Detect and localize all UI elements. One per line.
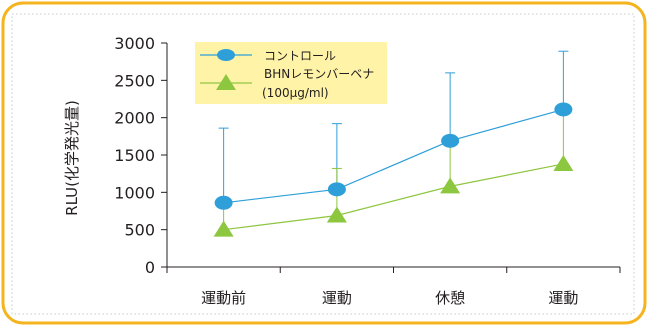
y-tick-label: 0	[145, 258, 155, 277]
legend-label-lemon-concentration: (100μg/ml)	[262, 86, 329, 100]
y-tick-label: 2000	[114, 109, 155, 128]
series-line	[223, 108, 564, 204]
legend-marker-lemon	[216, 74, 236, 90]
legend-marker-control	[217, 49, 235, 61]
x-tick-label: 運動前	[201, 289, 246, 307]
data-point	[327, 182, 346, 197]
y-tick-label: 3000	[114, 34, 155, 53]
y-tick-label: 500	[124, 221, 155, 240]
legend: コントロール BHNレモンバーベナ (100μg/ml)	[195, 42, 387, 104]
legend-label-control: コントロール	[264, 49, 336, 63]
data-point	[214, 195, 233, 210]
series-line	[223, 163, 564, 231]
y-tick-label: 2500	[114, 71, 155, 90]
data-point	[554, 102, 573, 117]
legend-label-lemon: BHNレモンバーベナ	[264, 67, 374, 81]
axes: 0 500 1000 1500 2000 2500 3000 運動前 運動 休憩 運動	[114, 34, 621, 307]
data-point	[553, 154, 574, 171]
chart-marks	[213, 50, 574, 237]
y-axis-title: RLU(化学発光量)	[63, 100, 81, 216]
data-point	[213, 220, 234, 237]
data-point	[326, 206, 347, 223]
data-point	[441, 133, 460, 148]
inner-dashed-border	[11, 13, 635, 315]
x-tick-label: 休憩	[435, 289, 465, 307]
x-tick-label: 運動	[322, 289, 352, 307]
data-point	[440, 177, 461, 194]
y-tick-label: 1000	[114, 183, 155, 202]
x-tick-label: 運動	[548, 289, 578, 307]
y-tick-label: 1500	[114, 146, 155, 165]
